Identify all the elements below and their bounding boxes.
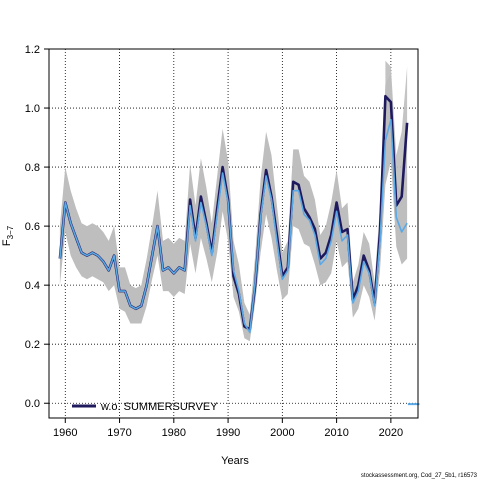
x-tick-label: 1960 bbox=[53, 427, 77, 439]
axis-layer: 1960 1970 1980 1990 2000 2010 2020 0.0 0.2 0.4 0.6… bbox=[25, 44, 419, 439]
y-tick-label: 0.4 bbox=[25, 280, 40, 292]
y-tick-label: 1.0 bbox=[25, 103, 40, 115]
grid-layer bbox=[49, 48, 418, 418]
plot-frame bbox=[48, 48, 419, 419]
y-tick-label: 0.2 bbox=[25, 339, 40, 351]
confidence-band bbox=[59, 72, 408, 342]
x-axis-title: Years bbox=[221, 455, 249, 467]
series-layer bbox=[58, 94, 420, 406]
x-tick-label: 1980 bbox=[162, 427, 186, 439]
footer-source: stockassessment.org, Cod_27_5b1, r16573 bbox=[361, 473, 478, 479]
x-tick-label: 2020 bbox=[379, 427, 403, 439]
y-tick-label: 0.6 bbox=[25, 221, 40, 233]
series-line-base bbox=[59, 119, 408, 334]
y-tick-label: 1.2 bbox=[25, 44, 40, 56]
x-tick-label: 1990 bbox=[216, 427, 240, 439]
x-tick-label: 2010 bbox=[324, 427, 348, 439]
x-tick-label: 1970 bbox=[107, 427, 131, 439]
legend-label-comparison: w.o. SUMMERSURVEY bbox=[100, 401, 218, 413]
y-axis-title-subscript: 3−7 bbox=[6, 225, 15, 239]
legend: w.o. SUMMERSURVEY bbox=[72, 401, 218, 413]
y-axis-title-main: F bbox=[1, 239, 13, 246]
y-tick-label: 0.0 bbox=[25, 398, 40, 410]
y-axis-title: F3−7 bbox=[1, 225, 15, 246]
x-tick-label: 2000 bbox=[270, 427, 294, 439]
y-tick-label: 0.8 bbox=[25, 162, 40, 174]
